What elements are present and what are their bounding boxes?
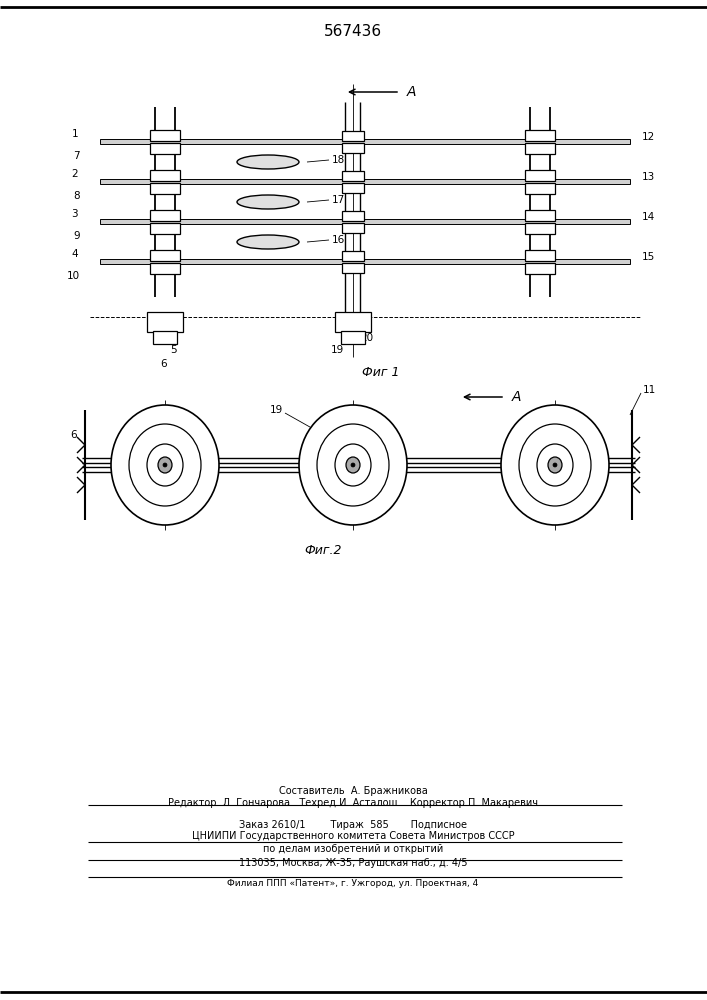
Text: Фиг 1: Фиг 1 xyxy=(363,365,400,378)
Text: 6: 6 xyxy=(71,430,77,440)
Ellipse shape xyxy=(158,457,172,473)
Bar xyxy=(525,143,555,154)
Text: 2: 2 xyxy=(71,169,78,179)
Bar xyxy=(334,312,370,332)
Text: Фиг.2: Фиг.2 xyxy=(304,544,341,556)
Text: 20: 20 xyxy=(361,333,373,343)
Text: 17: 17 xyxy=(332,195,345,205)
Bar xyxy=(153,331,177,344)
Text: ЦНИИПИ Государственного комитета Совета Министров СССР: ЦНИИПИ Государственного комитета Совета … xyxy=(192,831,514,841)
Bar xyxy=(525,210,555,221)
Text: 7: 7 xyxy=(74,151,80,161)
Ellipse shape xyxy=(163,463,167,467)
Bar xyxy=(150,263,180,274)
Bar xyxy=(341,143,363,153)
Bar xyxy=(341,251,363,261)
Text: Заказ 2610/1        Тираж  585       Подписное: Заказ 2610/1 Тираж 585 Подписное xyxy=(239,820,467,830)
Bar xyxy=(341,331,365,344)
Bar xyxy=(150,143,180,154)
Bar xyxy=(100,179,630,184)
Text: 19: 19 xyxy=(332,345,344,355)
Bar xyxy=(150,210,180,221)
Bar xyxy=(525,250,555,261)
Ellipse shape xyxy=(237,195,299,209)
Text: 19: 19 xyxy=(270,405,283,415)
Text: 6: 6 xyxy=(160,359,167,369)
Text: 9: 9 xyxy=(74,231,80,241)
Bar xyxy=(150,170,180,181)
Bar xyxy=(525,223,555,234)
Ellipse shape xyxy=(335,444,371,486)
Text: A: A xyxy=(512,390,522,404)
Text: Филиал ППП «Патент», г. Ужгород, ул. Проектная, 4: Филиал ППП «Патент», г. Ужгород, ул. Про… xyxy=(228,880,479,888)
Bar xyxy=(341,131,363,141)
Bar xyxy=(150,250,180,261)
Ellipse shape xyxy=(537,444,573,486)
Text: 4: 4 xyxy=(71,249,78,259)
Bar xyxy=(150,223,180,234)
Bar xyxy=(150,130,180,141)
Ellipse shape xyxy=(317,424,389,506)
Bar xyxy=(147,312,183,332)
Text: 5: 5 xyxy=(170,345,177,355)
Bar xyxy=(100,259,630,264)
Text: 12: 12 xyxy=(642,132,655,142)
Bar xyxy=(341,171,363,181)
Bar xyxy=(525,263,555,274)
Text: A: A xyxy=(407,85,416,99)
Bar xyxy=(150,183,180,194)
Bar xyxy=(341,183,363,193)
Ellipse shape xyxy=(553,463,557,467)
Text: 11: 11 xyxy=(643,385,656,395)
Ellipse shape xyxy=(501,405,609,525)
Text: 18: 18 xyxy=(332,155,345,165)
Text: 567436: 567436 xyxy=(324,24,382,39)
Ellipse shape xyxy=(548,457,562,473)
Ellipse shape xyxy=(237,235,299,249)
Text: по делам изобретений и открытий: по делам изобретений и открытий xyxy=(263,844,443,854)
Bar xyxy=(341,211,363,221)
Ellipse shape xyxy=(519,424,591,506)
Text: 16: 16 xyxy=(332,235,345,245)
Text: 3: 3 xyxy=(71,209,78,219)
Ellipse shape xyxy=(111,405,219,525)
Bar xyxy=(525,130,555,141)
Ellipse shape xyxy=(147,444,183,486)
Ellipse shape xyxy=(351,463,355,467)
Ellipse shape xyxy=(346,457,360,473)
Text: Составитель  А. Бражникова: Составитель А. Бражникова xyxy=(279,786,427,796)
Text: 14: 14 xyxy=(642,212,655,222)
Text: 1: 1 xyxy=(71,129,78,139)
Text: 10: 10 xyxy=(67,271,80,281)
Text: 13: 13 xyxy=(642,172,655,182)
Bar xyxy=(341,263,363,273)
Bar xyxy=(100,219,630,224)
Bar xyxy=(341,223,363,233)
Text: 15: 15 xyxy=(642,252,655,262)
Bar xyxy=(100,139,630,144)
Bar xyxy=(525,183,555,194)
Ellipse shape xyxy=(299,405,407,525)
Ellipse shape xyxy=(129,424,201,506)
Bar xyxy=(525,170,555,181)
Text: 113035, Москва, Ж-35, Раушская наб., д. 4/5: 113035, Москва, Ж-35, Раушская наб., д. … xyxy=(239,858,467,868)
Text: Редактор  Л. Гончарова   Техред И. Асталош    Корректор П. Макаревич: Редактор Л. Гончарова Техред И. Асталош … xyxy=(168,798,538,808)
Text: 8: 8 xyxy=(74,191,80,201)
Ellipse shape xyxy=(237,155,299,169)
